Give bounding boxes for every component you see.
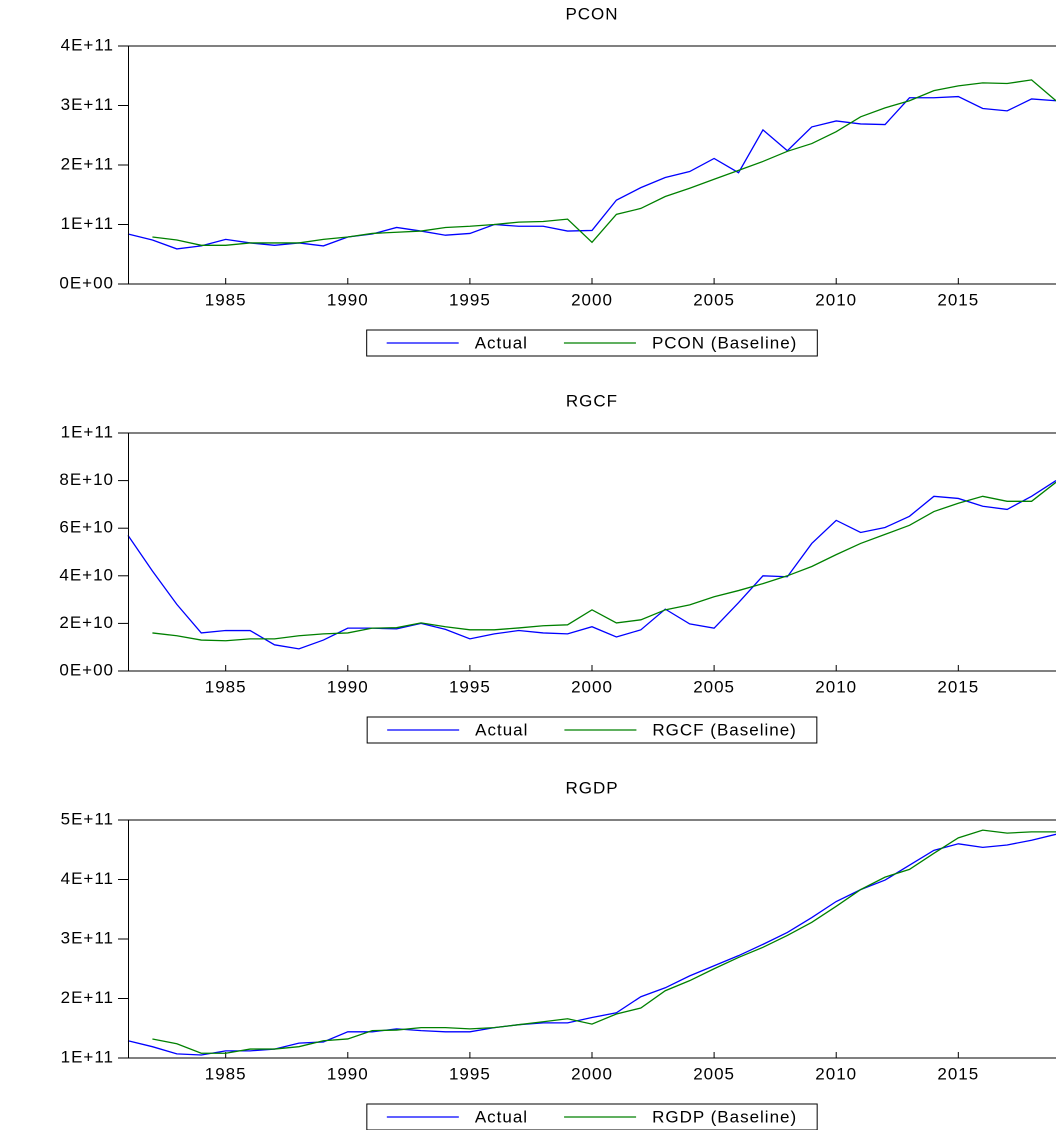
- x-tick-label: 2005: [693, 677, 735, 696]
- y-tick-label: 6E+10: [59, 518, 114, 537]
- legend-label: Actual: [475, 333, 528, 352]
- y-tick-label: 2E+10: [59, 613, 114, 632]
- x-tick-label: 2000: [571, 290, 613, 309]
- x-tick-label: 1990: [327, 677, 369, 696]
- series-line: [127, 480, 1056, 650]
- chart-panel: PCON 0E+00 1E+11 2E+11 3E+11 4E+11 1985 1990 199…: [59, 4, 1056, 357]
- x-tick-label: 1985: [205, 290, 247, 309]
- y-tick-label: 4E+10: [59, 565, 114, 584]
- x-tick-label: 2015: [937, 677, 979, 696]
- legend-label: PCON (Baseline): [652, 333, 797, 352]
- legend-label: Actual: [475, 720, 528, 739]
- legend: Actual RGDP (Baseline): [366, 1103, 818, 1130]
- x-tick-label: 2000: [571, 1064, 613, 1083]
- series-line: [127, 833, 1056, 1056]
- x-tick-label: 1990: [327, 1064, 369, 1083]
- x-tick-label: 2015: [937, 1064, 979, 1083]
- plot-frame: [128, 45, 1056, 285]
- x-tick-label: 2010: [815, 290, 857, 309]
- legend: Actual RGCF (Baseline): [366, 716, 818, 744]
- series-line: [152, 829, 1056, 1054]
- y-tick-label: 4E+11: [61, 869, 114, 888]
- y-tick-label: 3E+11: [61, 95, 114, 114]
- x-tick-label: 2005: [693, 1064, 735, 1083]
- x-tick-label: 2005: [693, 290, 735, 309]
- series-line: [152, 481, 1056, 642]
- x-tick-label: 2000: [571, 677, 613, 696]
- y-tick-label: 1E+11: [61, 214, 114, 233]
- y-tick-label: 8E+10: [59, 470, 114, 489]
- chart-title: RGDP: [565, 778, 618, 797]
- x-tick-label: 2015: [937, 290, 979, 309]
- x-tick-label: 1995: [449, 677, 491, 696]
- legend-label: RGDP (Baseline): [652, 1107, 797, 1126]
- y-tick-label: 3E+11: [61, 928, 114, 947]
- chart-title: RGCF: [566, 391, 618, 410]
- y-tick-label: 2E+11: [61, 988, 114, 1007]
- y-tick-label: 0E+00: [59, 273, 114, 292]
- plot-frame: [128, 432, 1056, 672]
- chart-panel: RGDP 1E+11 2E+11 3E+11 4E+11 5E+11 1985 1990 199…: [61, 778, 1056, 1130]
- chart-panel: RGCF 0E+00 2E+10 4E+10 6E+10 8E+10 1E+11 1985 19…: [59, 391, 1056, 744]
- y-tick-label: 0E+00: [59, 660, 114, 679]
- y-tick-label: 2E+11: [61, 154, 114, 173]
- x-tick-label: 1985: [205, 677, 247, 696]
- legend-label: RGCF (Baseline): [652, 720, 796, 739]
- y-tick-label: 1E+11: [61, 422, 114, 441]
- x-tick-label: 2010: [815, 1064, 857, 1083]
- x-tick-label: 1995: [449, 290, 491, 309]
- legend: Actual PCON (Baseline): [366, 329, 818, 357]
- series-line: [152, 79, 1056, 246]
- y-tick-label: 4E+11: [61, 35, 114, 54]
- x-tick-label: 1985: [205, 1064, 247, 1083]
- series-line: [127, 95, 1056, 250]
- x-tick-label: 1995: [449, 1064, 491, 1083]
- y-tick-label: 5E+11: [61, 809, 114, 828]
- x-tick-label: 2010: [815, 677, 857, 696]
- chart-title: PCON: [565, 4, 618, 23]
- legend-label: Actual: [475, 1107, 528, 1126]
- x-tick-label: 1990: [327, 290, 369, 309]
- plot-frame: [128, 819, 1056, 1059]
- y-tick-label: 1E+11: [61, 1047, 114, 1066]
